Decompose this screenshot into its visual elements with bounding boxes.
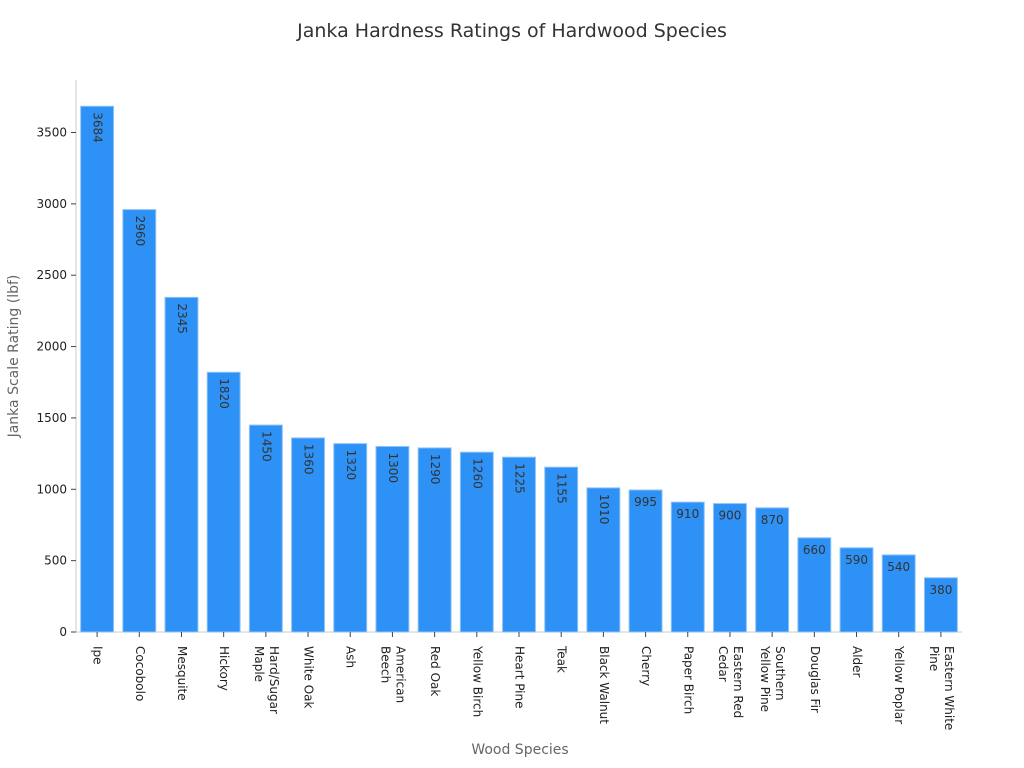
bar xyxy=(164,296,199,633)
x-tick-label: American Beech xyxy=(378,646,408,704)
data-label: 1260 xyxy=(470,458,484,489)
y-tick-label: 0 xyxy=(59,625,67,639)
data-label: 1010 xyxy=(597,494,611,525)
y-tick-label: 2500 xyxy=(36,268,67,282)
bar xyxy=(755,507,790,633)
x-tick-label: Eastern Red Cedar xyxy=(715,646,745,719)
x-tick-label: Ipe xyxy=(90,646,105,665)
x-tick-label: Douglas Fir xyxy=(807,646,822,713)
bar xyxy=(248,424,283,633)
bar xyxy=(670,501,705,633)
x-tick-label: Southern Yellow Pine xyxy=(758,646,788,713)
x-tick-label: Yellow Birch xyxy=(470,646,485,718)
data-label: 1300 xyxy=(386,452,400,483)
x-tick-label: Black Walnut xyxy=(596,646,611,724)
x-tick-label: Red Oak xyxy=(428,646,443,697)
bar xyxy=(712,503,747,633)
x-tick-label: Hickory xyxy=(217,646,232,691)
data-label: 900 xyxy=(718,509,741,523)
x-tick-label: Yellow Poplar xyxy=(892,646,907,725)
x-tick-label: Mesquite xyxy=(174,646,189,701)
data-label: 995 xyxy=(634,495,657,509)
x-tick-label: Hard/Sugar Maple xyxy=(251,646,281,714)
x-tick-label: Teak xyxy=(554,646,569,673)
data-label: 1155 xyxy=(555,473,569,504)
x-tick-label: Paper Birch xyxy=(681,646,696,715)
bar xyxy=(628,489,663,633)
bar xyxy=(459,451,494,633)
bar xyxy=(291,437,326,633)
x-tick-label: Ash xyxy=(343,646,358,669)
x-tick-label: Eastern White Pine xyxy=(926,646,956,731)
x-tick-label: Cherry xyxy=(639,646,654,687)
data-label: 3684 xyxy=(91,112,105,143)
data-label: 1360 xyxy=(302,444,316,475)
bar xyxy=(544,466,579,633)
data-label: 1820 xyxy=(217,378,231,409)
chart-title: Janka Hardness Ratings of Hardwood Speci… xyxy=(297,20,727,42)
x-tick-label: Cocobolo xyxy=(132,646,147,702)
data-label: 590 xyxy=(845,553,868,567)
bar xyxy=(502,456,536,633)
y-tick-label: 500 xyxy=(44,554,67,568)
bar xyxy=(586,487,621,633)
bar xyxy=(417,447,452,633)
data-label: 1320 xyxy=(344,450,358,481)
bar xyxy=(80,105,115,633)
data-label: 1290 xyxy=(428,454,442,485)
bar xyxy=(923,577,958,633)
data-label: 870 xyxy=(761,513,784,527)
data-label: 1225 xyxy=(513,463,527,494)
x-tick-label: Alder xyxy=(850,646,865,678)
y-tick-label: 3000 xyxy=(36,197,67,211)
bar xyxy=(122,209,157,633)
y-tick-label: 1000 xyxy=(36,482,67,496)
x-tick-label: Heart Pine xyxy=(512,646,527,709)
bar xyxy=(839,547,874,633)
bar xyxy=(881,554,916,633)
x-tick-label: White Oak xyxy=(301,646,316,709)
data-label: 660 xyxy=(803,543,826,557)
data-label: 910 xyxy=(676,507,699,521)
data-label: 1450 xyxy=(259,431,273,462)
data-label: 2345 xyxy=(175,303,189,334)
data-label: 540 xyxy=(887,560,910,574)
data-label: 380 xyxy=(929,583,952,597)
bar xyxy=(375,445,410,633)
data-label: 2960 xyxy=(133,216,147,247)
bar xyxy=(333,443,368,633)
bar xyxy=(206,371,241,633)
x-axis-label: Wood Species xyxy=(471,742,569,758)
y-tick-label: 3500 xyxy=(36,126,67,140)
y-tick-label: 1500 xyxy=(36,411,67,425)
y-tick-label: 2000 xyxy=(36,340,67,354)
